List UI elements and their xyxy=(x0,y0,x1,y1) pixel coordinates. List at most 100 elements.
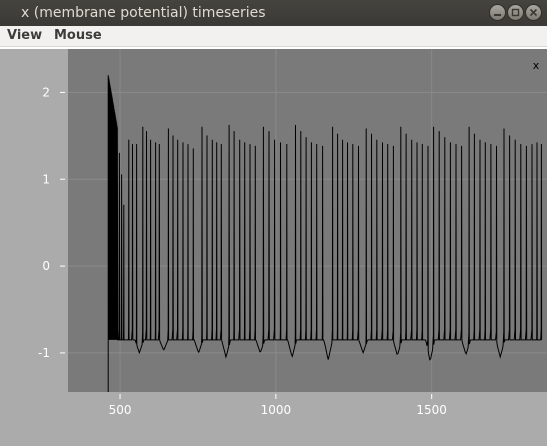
spike-peak-point xyxy=(411,139,413,141)
spike-peak-point xyxy=(220,144,222,146)
close-icon xyxy=(529,8,538,17)
spike-peak-point xyxy=(352,144,354,146)
spike-peak-point xyxy=(347,142,349,144)
spike-peak-point xyxy=(206,135,208,137)
spike-peak-point xyxy=(449,142,451,144)
spike-peak-point xyxy=(342,139,344,141)
spike-peak-point xyxy=(392,145,394,147)
spike-peak-point xyxy=(211,139,213,141)
menu-bar: View Mouse xyxy=(0,26,547,47)
spike-peak-point xyxy=(322,145,324,147)
spike-peak-point xyxy=(254,145,256,147)
x-tick-label: 500 xyxy=(109,403,132,417)
timeseries-plot[interactable]: 2 1 0 -1 500 1000 1500 x xyxy=(0,49,547,446)
maximize-button[interactable] xyxy=(507,4,524,21)
spike-peak-point xyxy=(540,144,542,146)
spike-peak-point xyxy=(155,142,157,144)
spike-peak-point xyxy=(244,142,246,144)
spike-peak-point xyxy=(167,128,169,130)
spike-peak-point xyxy=(192,148,194,150)
spike-peak-point xyxy=(503,128,505,130)
spike-peak-point xyxy=(146,130,148,132)
menu-mouse[interactable]: Mouse xyxy=(54,28,102,43)
x-tick-label: 1500 xyxy=(416,403,447,417)
spike-peak-point xyxy=(300,130,302,132)
spike-peak-point xyxy=(337,133,339,135)
y-tick-label: 2 xyxy=(42,85,50,99)
spike-peak-point xyxy=(387,144,389,146)
y-tick-label: 0 xyxy=(42,259,50,273)
menu-separator xyxy=(0,47,547,49)
y-tick-label: 1 xyxy=(42,172,50,186)
spike-peak-point xyxy=(118,152,120,154)
spike-peak-point xyxy=(473,133,475,135)
spike-peak-point xyxy=(371,133,373,135)
spike-peak-point xyxy=(405,133,407,135)
plot-background xyxy=(68,49,547,392)
spike-peak-point xyxy=(416,142,418,144)
spike-peak-point xyxy=(158,144,160,146)
spike-peak-point xyxy=(172,135,174,137)
spike-peak-point xyxy=(427,145,429,147)
minimize-icon xyxy=(494,14,501,16)
spike-peak-point xyxy=(509,135,511,137)
close-button[interactable] xyxy=(525,4,542,21)
spike-peak-point xyxy=(525,145,527,147)
spike-peak-point xyxy=(376,139,378,141)
spike-peak-point xyxy=(128,139,130,141)
plot-close-glyph[interactable]: x xyxy=(533,59,540,72)
window-controls xyxy=(489,4,542,22)
spike-peak-point xyxy=(228,124,230,126)
spike-peak-point xyxy=(332,126,334,128)
spike-peak-point xyxy=(286,144,288,146)
spike-peak-point xyxy=(381,142,383,144)
spike-peak-point xyxy=(239,139,241,141)
plot-area[interactable]: 2 1 0 -1 500 1000 1500 x xyxy=(0,49,547,446)
spike-peak-point xyxy=(461,145,463,147)
spike-peak-point xyxy=(268,130,270,132)
x-tick-label: 1000 xyxy=(261,403,292,417)
spike-peak-point xyxy=(136,144,138,146)
maximize-icon xyxy=(511,8,520,17)
spike-peak-point xyxy=(357,145,359,147)
spike-peak-point xyxy=(316,144,318,146)
y-tick-label: -1 xyxy=(38,346,50,360)
spike-peak-point xyxy=(496,145,498,147)
spike-peak-point xyxy=(514,139,516,141)
spike-peak-point xyxy=(216,142,218,144)
spike-peak-point xyxy=(444,137,446,139)
spike-peak-point xyxy=(280,142,282,144)
window-title: x (membrane potential) timeseries xyxy=(21,5,266,21)
spike-peak-point xyxy=(182,142,184,144)
spike-peak-point xyxy=(305,137,307,139)
spike-peak-point xyxy=(421,144,423,146)
spike-peak-point xyxy=(490,144,492,146)
spike-peak-point xyxy=(520,144,522,146)
spike-peak-point xyxy=(479,139,481,141)
spike-peak-point xyxy=(295,124,297,126)
spike-peak-point xyxy=(468,126,470,128)
spike-peak-point xyxy=(233,130,235,132)
spike-peak-point xyxy=(142,126,144,128)
spike-peak-point xyxy=(455,144,457,146)
spike-peak-point xyxy=(400,126,402,128)
spike-peak-point xyxy=(249,144,251,146)
minimize-button[interactable] xyxy=(489,4,506,21)
spike-peak-point xyxy=(433,126,435,128)
spike-peak-point xyxy=(438,130,440,132)
spike-peak-point xyxy=(365,128,367,130)
spike-peak-point xyxy=(177,139,179,141)
spike-peak-point xyxy=(121,174,123,176)
title-bar[interactable]: x (membrane potential) timeseries xyxy=(0,0,547,26)
spike-peak-point xyxy=(201,126,203,128)
spike-peak-point xyxy=(132,144,134,146)
menu-view[interactable]: View xyxy=(7,28,43,43)
spike-peak-point xyxy=(484,142,486,144)
spike-peak-point xyxy=(123,204,125,206)
spike-peak-point xyxy=(310,142,312,144)
spike-peak-point xyxy=(274,139,276,141)
spike-peak-point xyxy=(187,144,189,146)
spike-peak-point xyxy=(150,139,152,141)
spike-peak-point xyxy=(262,126,264,128)
